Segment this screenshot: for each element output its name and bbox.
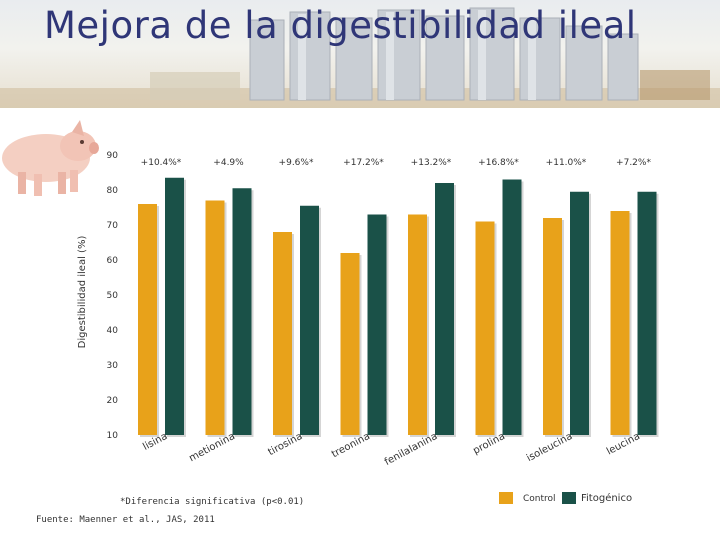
bar-fitogenico-tirosina xyxy=(300,205,319,435)
bar-fitogenico-lisina xyxy=(165,177,184,435)
y-tick-label: 80 xyxy=(107,186,119,196)
bar-control-metionina xyxy=(205,200,225,435)
y-tick-label: 10 xyxy=(107,431,119,441)
annotations: +10.4%* +4.9% +9.6%* +17.2%* +13.2%* +16.8%* +… xyxy=(141,158,652,168)
legend-swatch-fitogenico xyxy=(562,492,576,504)
bar-control-isoleucina xyxy=(543,218,562,435)
difference-annotation: +11.0%* xyxy=(546,158,587,168)
y-tick-label: 30 xyxy=(107,361,119,371)
bar-control-leucina xyxy=(610,211,630,435)
difference-annotation: +4.9% xyxy=(213,158,244,168)
pig-illustration xyxy=(2,120,99,196)
grain-silos-illustration xyxy=(0,7,720,108)
y-tick-label: 70 xyxy=(107,221,119,231)
legend-label-fitogenico: Fitogénico xyxy=(581,492,632,504)
legend-swatch-control xyxy=(499,492,513,504)
bars xyxy=(138,177,659,437)
bar-fitogenico-leucina xyxy=(637,191,657,435)
y-tick-label: 40 xyxy=(107,326,119,336)
difference-annotation: +16.8%* xyxy=(478,158,519,168)
difference-annotation: +9.6%* xyxy=(279,158,314,168)
difference-annotation: +17.2%* xyxy=(343,158,384,168)
y-axis-label: Digestibilidad ileal (%) xyxy=(77,236,88,349)
header-banner: Mejora de la digestibilidad ileal xyxy=(0,0,720,108)
y-tick-label: 60 xyxy=(107,256,119,266)
y-axis: 10 20 30 40 50 60 70 80 90 xyxy=(107,151,119,441)
bar-fitogenico-prolina xyxy=(502,179,522,435)
y-tick-label: 20 xyxy=(107,396,119,406)
difference-annotation: +13.2%* xyxy=(411,158,452,168)
y-tick-label: 90 xyxy=(107,151,119,161)
bar-fitogenico-isoleucina xyxy=(570,191,589,435)
slide-title: Mejora de la digestibilidad ileal xyxy=(44,4,637,47)
bar-control-lisina xyxy=(138,204,157,435)
difference-annotation: +7.2%* xyxy=(616,158,651,168)
difference-annotation: +10.4%* xyxy=(141,158,182,168)
legend-label-control: Control xyxy=(523,494,556,504)
bar-control-fenilalanina xyxy=(408,214,427,435)
legend: Control Fitogénico xyxy=(499,492,632,504)
bar-fitogenico-fenilalanina xyxy=(435,183,454,435)
bar-fitogenico-metionina xyxy=(232,188,252,435)
bar-fitogenico-treonina xyxy=(367,214,387,435)
source-citation: Fuente: Maenner et al., JAS, 2011 xyxy=(36,515,215,525)
footnote: *Diferencia significativa (p<0.01) xyxy=(120,497,305,507)
bar-control-treonina xyxy=(340,253,360,435)
bar-control-tirosina xyxy=(273,232,292,435)
bar-control-prolina xyxy=(475,221,495,435)
y-tick-label: 50 xyxy=(107,291,119,301)
